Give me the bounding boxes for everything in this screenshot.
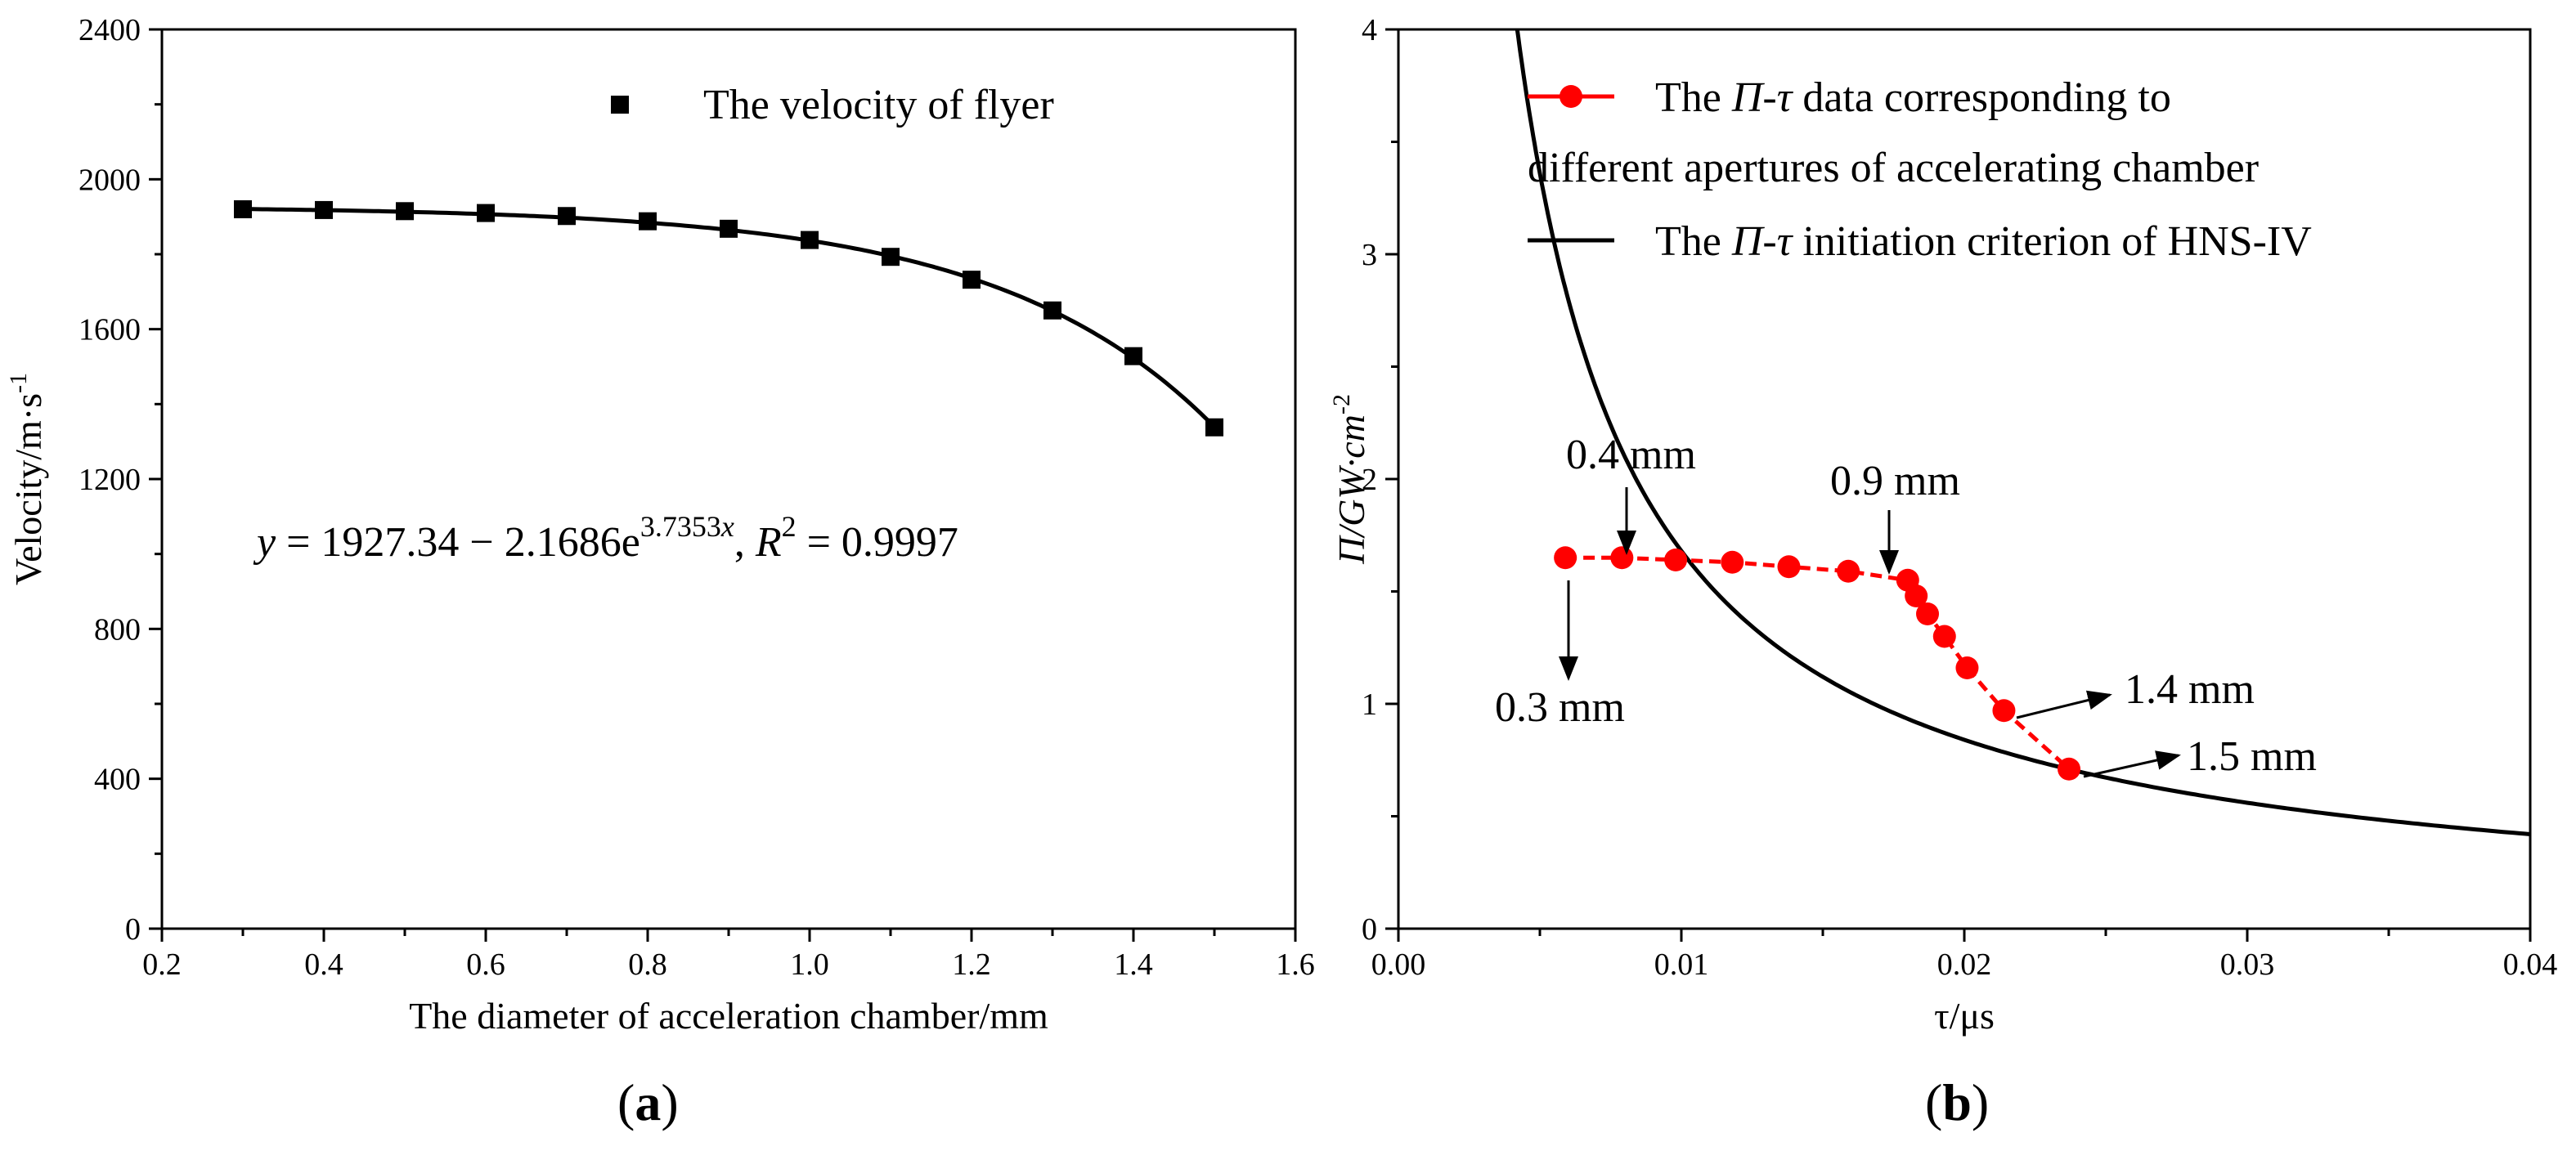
panel-a-point — [477, 204, 495, 222]
panel-a-point — [639, 212, 657, 231]
panel-b-y-axis-label: Π/GW·cm-2 — [1328, 394, 1372, 565]
panel-b-data-points — [1554, 546, 2081, 781]
panel-a-x-tick-label: 0.6 — [466, 947, 505, 982]
panel-b-y-tick-label: 3 — [1362, 238, 1377, 272]
annotation-1-5mm: 1.5 mm — [2187, 733, 2317, 780]
panel-a-x-tick-label: 0.8 — [628, 947, 667, 982]
panel-a-point — [720, 219, 738, 238]
panel-a-legend-label: The velocity of flyer — [703, 82, 1054, 128]
panel-a-y-tick-label: 800 — [94, 612, 141, 647]
panel-a-chart: 0.2 0.4 0.6 0.8 1.0 1.2 1.4 1.6 0 400 800 1200 1600… — [5, 13, 1315, 1131]
panel-b-x-tick-label: 0.01 — [1654, 947, 1709, 982]
panel-a-y-axis-label: Velocity/m·s-1 — [5, 373, 49, 585]
panel-a-fit-equation: y = 1927.34 − 2.1686e3.7353x, R2 = 0.999… — [253, 510, 958, 566]
panel-a-legend-marker — [611, 96, 629, 114]
panel-b-point — [1955, 656, 1979, 679]
annotation-1-5mm-arrow — [2083, 750, 2181, 778]
panel-a-point — [1124, 347, 1142, 365]
panel-b-y-tick-label: 2 — [1362, 463, 1377, 497]
panel-b-y-tick-label: 4 — [1362, 13, 1377, 47]
panel-b-x-tick-label: 0.03 — [2220, 947, 2275, 982]
panel-b-x-tick-label: 0.02 — [1937, 947, 1992, 982]
panel-a-point — [234, 200, 252, 218]
panel-b-x-tick-label: 0.00 — [1371, 947, 1426, 982]
panel-a-y-tick-label: 1200 — [79, 463, 141, 497]
panel-b-point — [1992, 699, 2016, 723]
panel-b-legend-data-label-line2: different apertures of accelerating cham… — [1528, 145, 2259, 191]
panel-a-x-tick-label: 0.2 — [142, 947, 182, 982]
panel-a-fit-curve — [242, 207, 1216, 428]
panel-a-y-tick-label: 0 — [125, 912, 141, 947]
panel-a-y-tick-label: 2400 — [79, 13, 141, 47]
panel-b-chart: 0.00 0.01 0.02 0.03 0.04 0 1 2 3 4 The Π-τ data … — [1328, 13, 2558, 1131]
panel-b-legend-data-label-line1: The Π-τ data corresponding to — [1655, 74, 2171, 121]
panel-a-label: (a) — [617, 1073, 679, 1131]
panel-a-x-tick-label: 0.4 — [304, 947, 343, 982]
panel-b-y-tick-label: 1 — [1362, 687, 1377, 722]
panel-a-point — [315, 200, 333, 219]
panel-b-point — [1916, 602, 1940, 625]
panel-b-label: (b) — [1925, 1073, 1989, 1131]
panel-b-point — [1932, 625, 1956, 648]
panel-a-point — [801, 231, 819, 249]
panel-a-data-points — [234, 200, 1223, 437]
panel-b-x-axis-label: τ/μs — [1934, 995, 1995, 1037]
panel-b-point — [2058, 757, 2081, 781]
panel-a-x-ticks: 0.2 0.4 0.6 0.8 1.0 1.2 1.4 1.6 — [142, 929, 1315, 982]
annotation-1-4mm-arrow — [2016, 690, 2112, 719]
panel-b-point — [1554, 546, 1577, 570]
panel-a-point — [558, 207, 576, 226]
annotation-0-9mm: 0.9 mm — [1830, 458, 1960, 504]
panel-a-y-tick-label: 1600 — [79, 313, 141, 347]
panel-a-point — [882, 248, 900, 266]
annotation-1-4mm: 1.4 mm — [2125, 666, 2255, 713]
panel-a-x-tick-label: 1.6 — [1276, 947, 1315, 982]
panel-b-y-ticks: 0 1 2 3 4 — [1362, 13, 1398, 947]
panel-a-x-axis-label: The diameter of acceleration chamber/mm — [409, 995, 1048, 1037]
panel-b-criterion-curve — [1515, 29, 2530, 836]
panel-a-y-tick-label: 400 — [94, 763, 141, 797]
annotation-0-4mm: 0.4 mm — [1566, 432, 1696, 478]
panel-a-y-ticks: 0 400 800 1200 1600 2000 2400 — [79, 13, 162, 947]
panel-a-x-tick-label: 1.0 — [790, 947, 829, 982]
panel-a-plot-frame — [160, 28, 1297, 930]
panel-b-x-ticks: 0.00 0.01 0.02 0.03 0.04 — [1371, 929, 2558, 982]
panel-a-y-tick-label: 2000 — [79, 163, 141, 197]
panel-a-point — [963, 271, 981, 289]
panel-b-legend-red-marker — [1560, 85, 1582, 108]
panel-a-point — [396, 202, 414, 221]
panel-b-x-tick-label: 0.04 — [2503, 947, 2558, 982]
panel-a-point — [1043, 301, 1061, 320]
panel-b-point — [1664, 549, 1688, 571]
annotation-0-3mm: 0.3 mm — [1495, 684, 1625, 731]
panel-b-point — [1610, 546, 1634, 570]
panel-b-data-line — [1565, 555, 2071, 771]
panel-b-y-tick-label: 0 — [1362, 912, 1377, 947]
panel-b-legend-criterion-label: The Π-τ initiation criterion of HNS-IV — [1655, 218, 2312, 265]
panel-a-x-tick-label: 1.4 — [1114, 947, 1153, 982]
panel-b-point — [1905, 584, 1928, 607]
panel-b-point — [1837, 559, 1860, 583]
panel-a-x-tick-label: 1.2 — [952, 947, 991, 982]
panel-a-point — [1205, 418, 1223, 437]
panel-b-point — [1721, 550, 1744, 574]
panel-b-point — [1777, 555, 1801, 579]
